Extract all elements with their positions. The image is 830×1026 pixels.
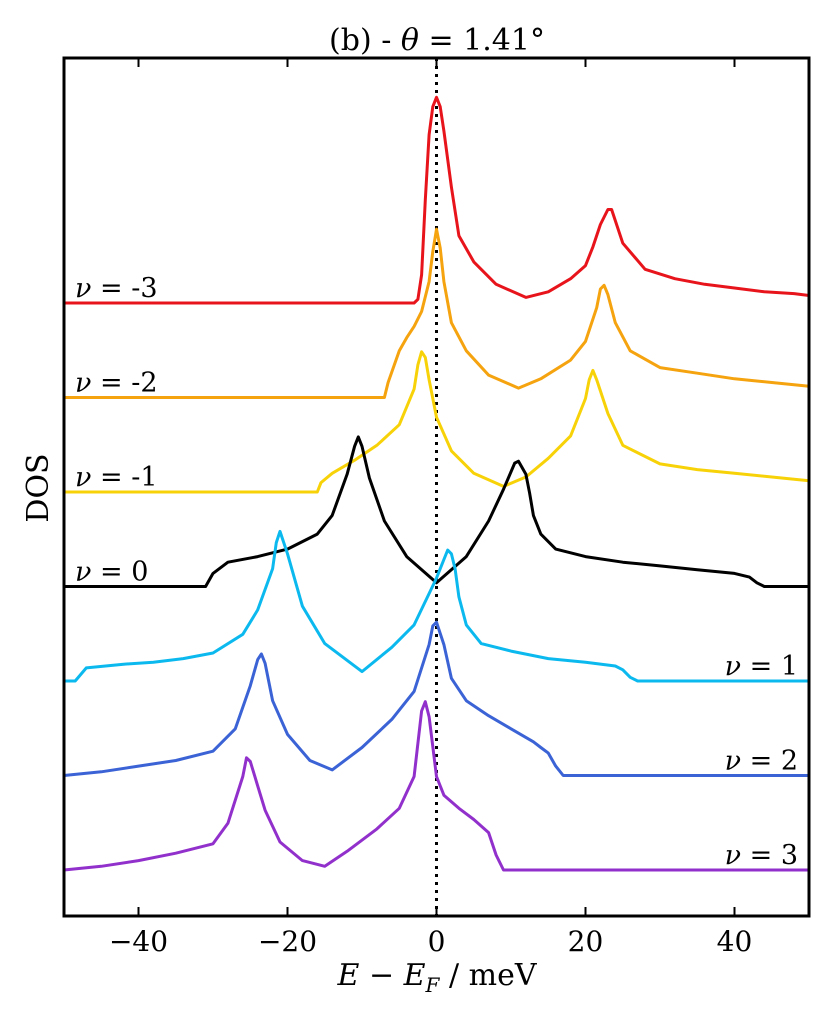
series-line-nu--3 (64, 95, 810, 305)
x-tick-label: 20 (568, 925, 604, 958)
x-tick-label: 40 (717, 925, 753, 958)
series-label-nu-2: ν = 2 (725, 746, 798, 777)
series-line-nu-2 (63, 620, 809, 777)
x-tick-label: −20 (258, 925, 317, 958)
series-line-nu--2 (64, 227, 810, 399)
series-labels: ν = -3 ν = -2 ν = -1 ν = 0 ν = 1 ν = 2 ν = 3 (75, 273, 798, 871)
x-tick-label: −40 (109, 925, 168, 958)
series-line-nu-1 (64, 529, 809, 683)
series-group (63, 95, 810, 872)
chart-title: (b) - θ = 1.41° (329, 23, 545, 58)
series-label-nu--1: ν = -1 (75, 462, 158, 493)
x-ticks: −40 −20 0 20 40 (109, 58, 752, 958)
series-line-nu-0 (64, 435, 809, 588)
series-label-nu-0: ν = 0 (75, 557, 148, 588)
series-label-nu-1: ν = 1 (725, 651, 798, 682)
y-axis-label: DOS (21, 453, 56, 522)
series-label-nu-3: ν = 3 (725, 840, 798, 871)
series-label-nu--2: ν = -2 (75, 368, 158, 399)
series-label-nu--3: ν = -3 (75, 273, 158, 304)
series-line-nu-3 (63, 700, 809, 872)
plot-frame (62, 56, 811, 918)
series-line-nu--1 (64, 350, 810, 494)
x-tick-label: 0 (428, 925, 446, 958)
x-axis-label: E − EF / meV (337, 958, 538, 997)
